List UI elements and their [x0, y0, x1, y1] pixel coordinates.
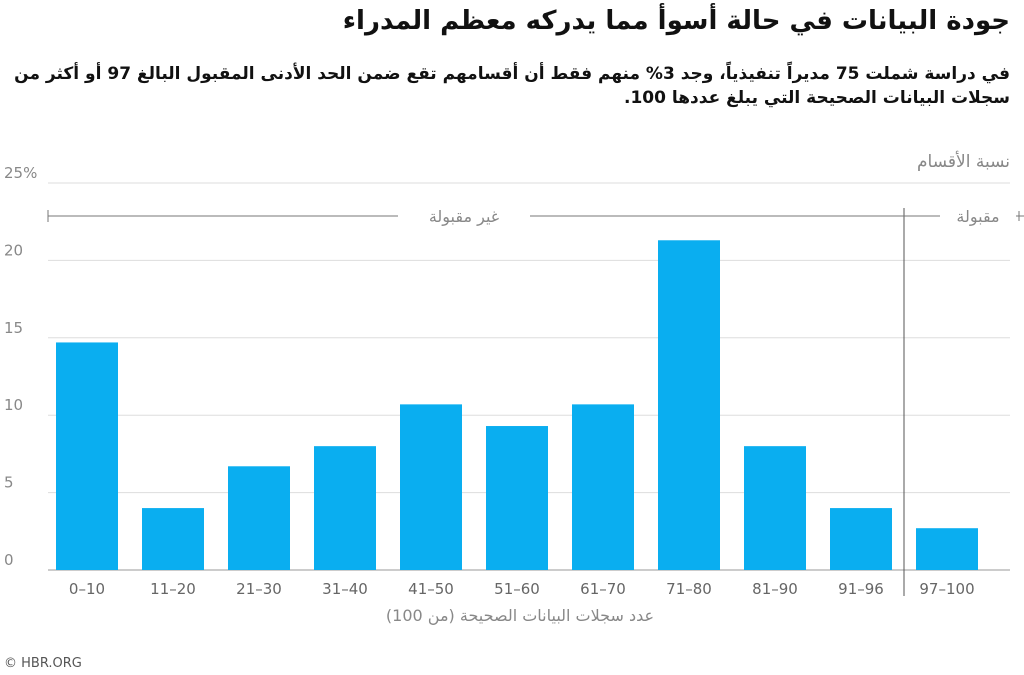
x-tick-label: 41–50	[408, 580, 454, 598]
x-axis-label: عدد سجلات البيانات الصحيحة (من 100)	[386, 606, 654, 626]
y-tick-label: 15	[4, 319, 23, 337]
bar	[572, 404, 634, 570]
y-tick-label: 0	[4, 551, 14, 569]
bar	[486, 426, 548, 570]
axis-labels: 0 5 10 15 20 25% 0–10 11–20 21–30 31–40 41–50 51–60…	[4, 164, 1000, 626]
x-tick-label: 11–20	[150, 580, 196, 598]
group-label-unacceptable: غير مقبولة	[429, 207, 499, 227]
bar	[314, 446, 376, 570]
bar	[142, 508, 204, 570]
x-tick-label: 91–96	[838, 580, 884, 598]
bars	[56, 240, 978, 570]
x-tick-label: 61–70	[580, 580, 626, 598]
group-label-acceptable: مقبولة	[956, 207, 999, 227]
group-brackets	[47, 208, 1024, 596]
bar	[744, 446, 806, 570]
bar	[830, 508, 892, 570]
bar	[56, 342, 118, 570]
source-credit: © HBR.ORG	[4, 656, 82, 671]
bar	[658, 240, 720, 570]
x-tick-label: 0–10	[69, 580, 105, 598]
y-tick-label: 10	[4, 396, 23, 414]
y-tick-label: 25%	[4, 164, 37, 182]
bar	[916, 528, 978, 570]
chart-title: جودة البيانات في حالة أسوأ مما يدركه معظ…	[342, 6, 1010, 36]
x-tick-label: 71–80	[666, 580, 712, 598]
bar	[228, 466, 290, 570]
x-tick-label: 51–60	[494, 580, 540, 598]
x-tick-label: 97–100	[919, 580, 974, 598]
y-axis-label: نسبة الأقسام	[917, 152, 1010, 172]
x-tick-label: 21–30	[236, 580, 282, 598]
y-tick-label: 5	[4, 474, 14, 492]
bar	[400, 404, 462, 570]
chart-subtitle: في دراسة شملت 75 مديراً تنفيذياً، وجد 3%…	[14, 64, 1010, 108]
x-tick-label: 81–90	[752, 580, 798, 598]
x-tick-label: 31–40	[322, 580, 368, 598]
y-tick-label: 20	[4, 241, 23, 259]
